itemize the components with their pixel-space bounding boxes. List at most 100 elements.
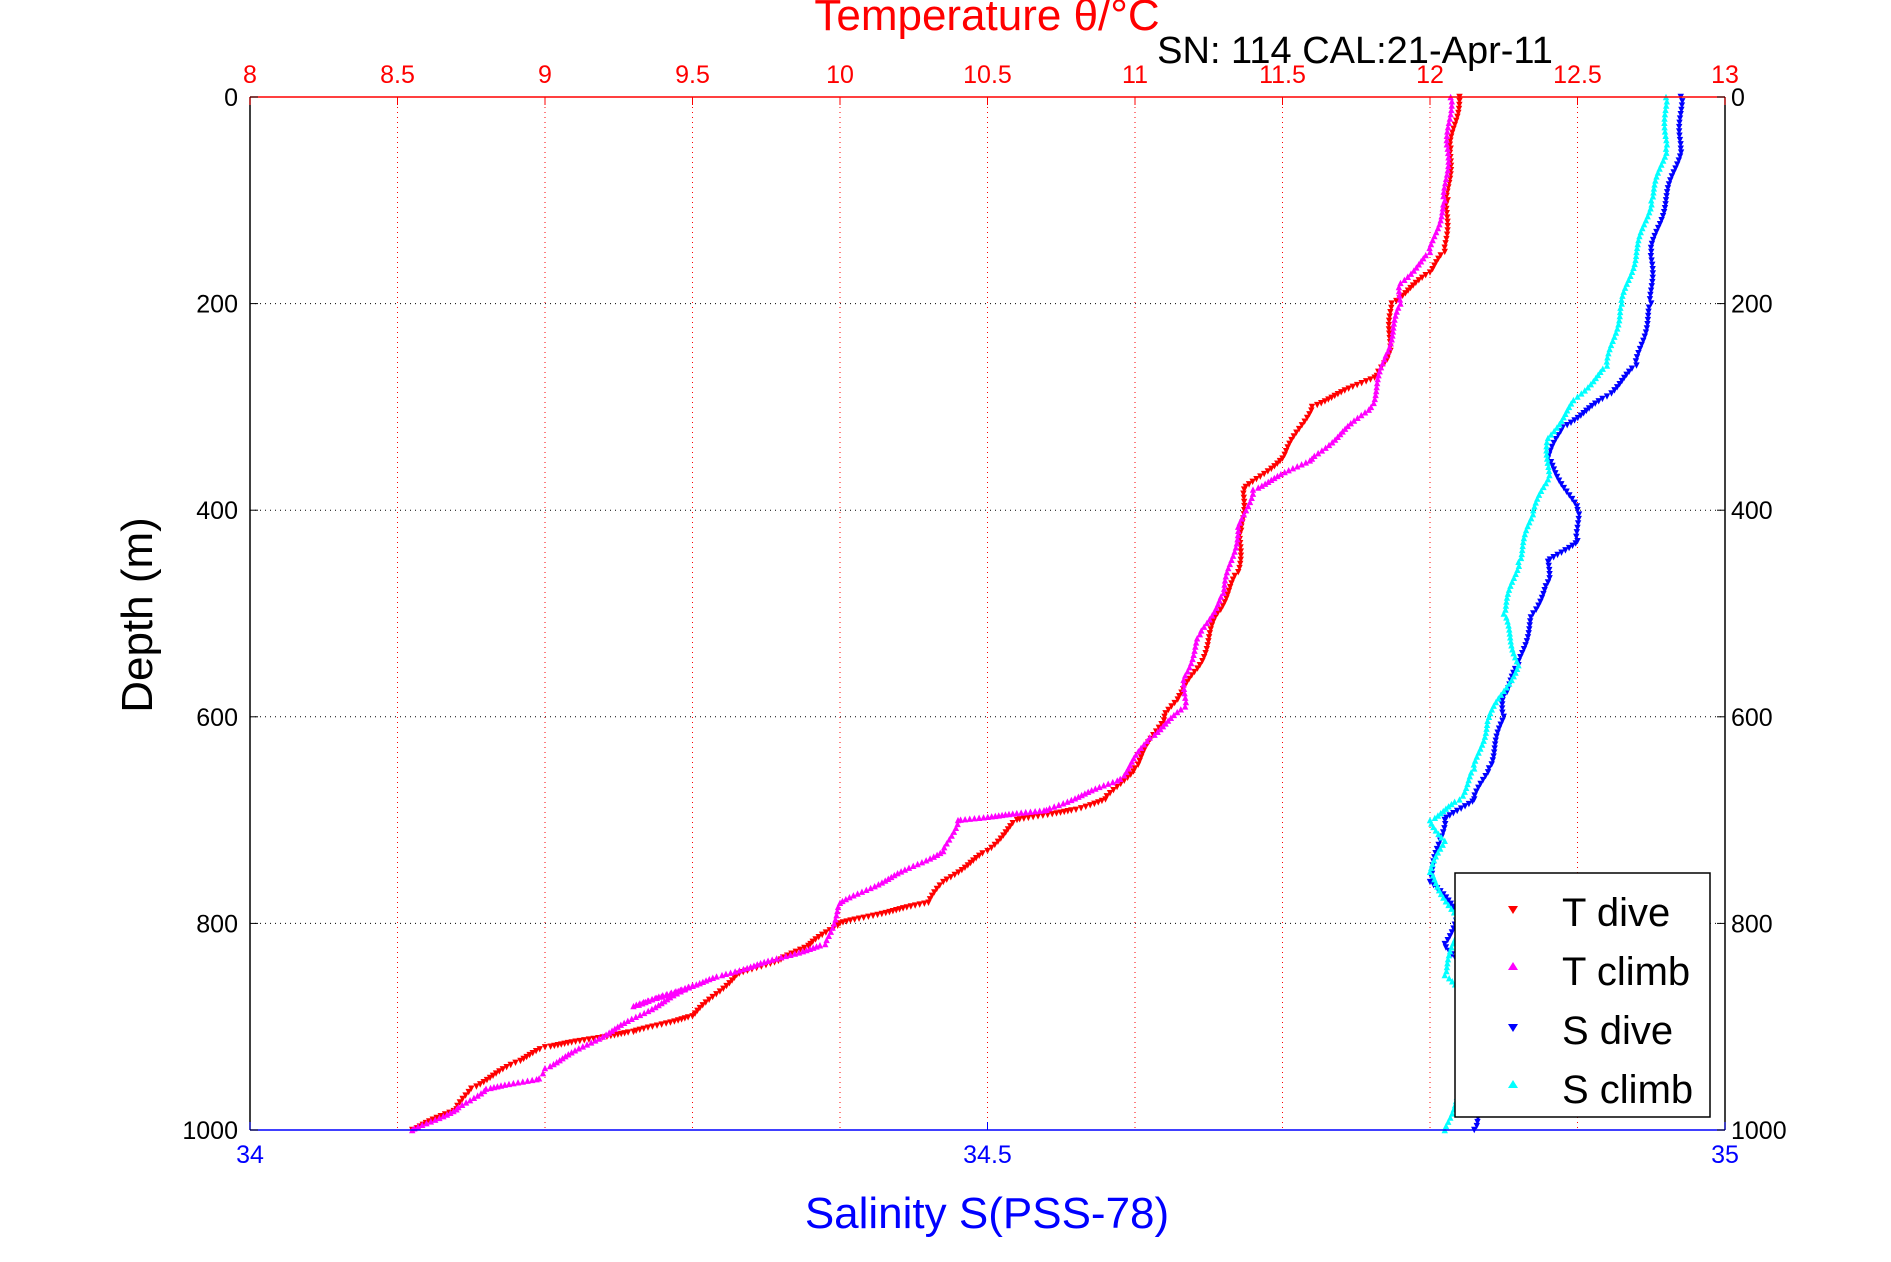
data-point — [1344, 422, 1352, 430]
data-point — [966, 815, 973, 822]
data-point — [936, 882, 943, 889]
data-point — [1371, 374, 1378, 381]
data-point — [822, 929, 830, 936]
data-point — [957, 816, 964, 823]
data-point — [1258, 482, 1266, 489]
data-point — [1453, 807, 1461, 815]
data-point — [681, 986, 688, 993]
data-point — [1375, 371, 1382, 379]
data-point — [1440, 894, 1447, 901]
data-point — [1503, 684, 1510, 691]
data-point — [1550, 466, 1558, 473]
data-point — [1234, 535, 1241, 543]
data-point — [948, 832, 955, 839]
tick-label-depth-right: 400 — [1731, 497, 1773, 525]
data-point — [487, 1084, 494, 1092]
data-point — [1546, 566, 1553, 574]
data-point — [1234, 523, 1242, 530]
data-point — [778, 953, 785, 961]
data-point — [731, 968, 739, 975]
data-point — [1443, 141, 1451, 148]
data-point — [1110, 786, 1117, 794]
tick-label-depth-right: 1000 — [1731, 1117, 1787, 1145]
data-point — [1308, 403, 1316, 411]
data-point — [1661, 111, 1669, 118]
data-point — [1527, 618, 1534, 625]
data-point — [1644, 316, 1652, 324]
data-point — [1435, 830, 1442, 838]
data-point — [489, 1072, 497, 1079]
data-point — [1588, 402, 1596, 410]
data-point — [869, 912, 877, 920]
data-point — [1293, 429, 1300, 436]
data-point — [833, 911, 840, 919]
legend: T dive T climb S dive S climb — [1454, 872, 1711, 1118]
data-point — [1517, 654, 1524, 661]
data-point — [1439, 205, 1446, 212]
data-point — [483, 1076, 491, 1084]
data-point — [1546, 471, 1553, 479]
data-point — [1295, 425, 1303, 433]
data-point — [1521, 530, 1529, 538]
legend-marker-t-climb — [1508, 962, 1518, 970]
data-point — [1590, 377, 1597, 385]
data-point — [532, 1048, 540, 1055]
data-point — [921, 900, 928, 907]
data-point — [1554, 551, 1561, 559]
data-point — [1443, 231, 1451, 238]
data-point — [740, 965, 747, 973]
data-point — [1241, 502, 1248, 510]
data-point — [1240, 494, 1248, 502]
data-point — [1618, 296, 1625, 303]
data-point — [1444, 218, 1451, 226]
data-point — [816, 942, 824, 949]
data-point — [922, 857, 930, 864]
data-point — [1517, 554, 1525, 562]
data-point — [1545, 467, 1553, 475]
data-point — [1503, 594, 1511, 601]
data-point — [1444, 222, 1451, 230]
data-point — [1659, 212, 1667, 220]
data-point — [1088, 786, 1095, 794]
tick-label-depth-right: 0 — [1731, 84, 1745, 112]
data-point — [702, 999, 709, 1006]
data-point — [1634, 240, 1641, 248]
data-point — [1485, 765, 1493, 772]
data-point — [1219, 602, 1227, 610]
data-point — [1055, 801, 1062, 809]
data-point — [1034, 813, 1042, 820]
data-point — [1573, 529, 1581, 536]
data-point — [1560, 484, 1568, 492]
data-point — [462, 1099, 470, 1106]
data-point — [1298, 422, 1306, 429]
data-point — [1441, 825, 1448, 832]
data-point — [1192, 643, 1199, 650]
data-point — [1473, 1122, 1480, 1130]
data-point — [1548, 443, 1556, 451]
data-point — [1648, 240, 1656, 248]
data-point — [605, 1029, 613, 1036]
data-point — [984, 813, 991, 821]
legend-label-t-climb: T climb — [1562, 950, 1690, 994]
data-point — [1565, 544, 1573, 552]
data-point — [839, 919, 847, 926]
data-point — [943, 840, 950, 847]
data-point — [1358, 380, 1365, 387]
data-point — [1677, 149, 1685, 156]
data-point — [769, 956, 776, 963]
series-t-dive — [409, 93, 1463, 1134]
data-point — [1308, 407, 1315, 414]
data-point — [1556, 420, 1563, 428]
data-point — [1537, 487, 1545, 495]
data-point — [1441, 244, 1448, 251]
data-point — [480, 1079, 487, 1086]
data-point — [782, 952, 790, 960]
data-point — [691, 1010, 699, 1017]
data-point — [1492, 737, 1499, 744]
data-point — [1661, 128, 1669, 135]
data-point — [529, 1049, 536, 1057]
data-point — [499, 1066, 507, 1073]
data-point — [644, 1007, 652, 1015]
data-point — [1575, 515, 1582, 523]
data-point — [1372, 391, 1379, 399]
